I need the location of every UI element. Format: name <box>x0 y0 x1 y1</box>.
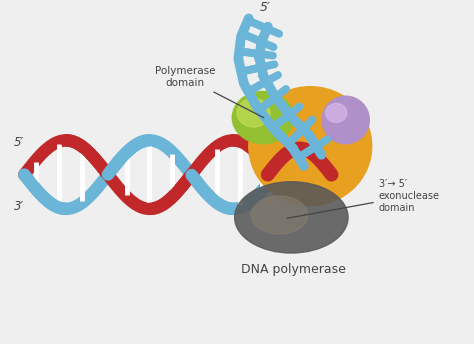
Ellipse shape <box>326 103 347 122</box>
Text: 3′→ 5′
exonuclease
domain: 3′→ 5′ exonuclease domain <box>287 179 440 218</box>
Ellipse shape <box>246 101 294 149</box>
Ellipse shape <box>251 196 308 234</box>
Text: DNA polymerase: DNA polymerase <box>241 263 346 276</box>
Text: 5′: 5′ <box>260 1 271 14</box>
Ellipse shape <box>232 92 294 144</box>
Ellipse shape <box>249 87 372 205</box>
Text: Polymerase
domain: Polymerase domain <box>155 66 264 118</box>
Text: 5′: 5′ <box>14 136 24 149</box>
Ellipse shape <box>235 182 348 253</box>
Text: 3′: 3′ <box>14 200 24 213</box>
Ellipse shape <box>322 96 369 144</box>
Ellipse shape <box>237 99 270 127</box>
